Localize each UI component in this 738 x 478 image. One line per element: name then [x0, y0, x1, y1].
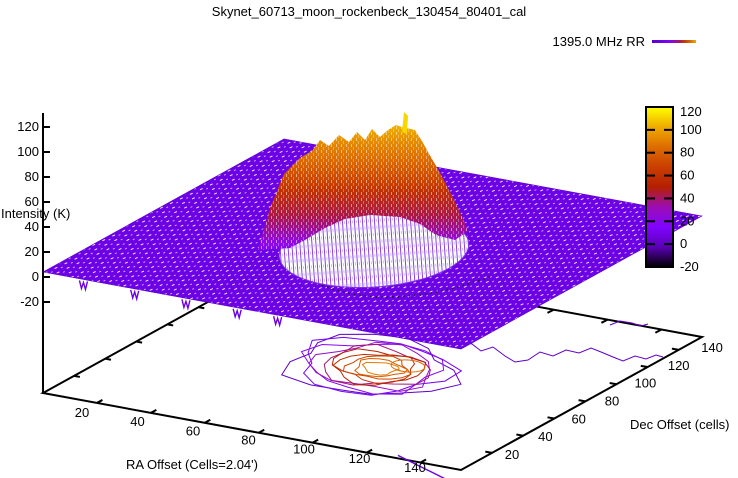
- svg-text:60: 60: [25, 194, 39, 209]
- tick-labels: 20 40 60 80 100 120 140 20 40 60 80 100 120 140 -20 0 20…: [17, 119, 723, 475]
- svg-text:100: 100: [635, 376, 657, 391]
- svg-text:-20: -20: [20, 294, 39, 309]
- colorbar: 120 100 80 60 40 20 0 -20: [645, 104, 702, 274]
- svg-text:100: 100: [293, 442, 315, 457]
- svg-text:120: 120: [668, 358, 690, 373]
- svg-text:40: 40: [538, 429, 552, 444]
- svg-text:140: 140: [404, 460, 426, 475]
- svg-text:80: 80: [241, 432, 255, 447]
- plot-3d: 20 40 60 80 100 120 140 20 40 60 80 100 120 140 -20 0 20…: [17, 104, 723, 478]
- svg-text:120: 120: [349, 451, 371, 466]
- svg-text:0: 0: [32, 269, 39, 284]
- svg-text:120: 120: [17, 119, 39, 134]
- svg-text:120: 120: [680, 104, 702, 119]
- svg-text:60: 60: [571, 411, 585, 426]
- svg-text:20: 20: [505, 447, 519, 462]
- svg-text:40: 40: [130, 414, 144, 429]
- svg-text:20: 20: [75, 405, 89, 420]
- svg-text:60: 60: [186, 423, 200, 438]
- svg-text:-20: -20: [680, 259, 699, 274]
- legend-label: 1395.0 MHz RR: [552, 34, 645, 49]
- x-axis-label: RA Offset (Cells=2.04'): [126, 457, 258, 472]
- svg-text:20: 20: [680, 213, 694, 228]
- svg-text:0: 0: [680, 236, 687, 251]
- peak-spike: [402, 112, 408, 134]
- y-axis-label: Dec Offset (cells): [630, 417, 730, 432]
- legend-line-sample: [652, 40, 696, 43]
- svg-text:60: 60: [680, 168, 694, 183]
- svg-text:40: 40: [25, 219, 39, 234]
- svg-text:80: 80: [25, 169, 39, 184]
- svg-text:20: 20: [25, 244, 39, 259]
- svg-text:140: 140: [701, 340, 723, 355]
- plot-title: Skynet_60713_moon_rockenbeck_130454_8040…: [211, 4, 527, 19]
- svg-text:80: 80: [605, 393, 619, 408]
- svg-text:100: 100: [680, 122, 702, 137]
- svg-text:80: 80: [680, 145, 694, 160]
- z-axis-label: Intensity (K): [1, 206, 71, 221]
- svg-text:40: 40: [680, 190, 694, 205]
- surface-noise-dips: [78, 280, 445, 478]
- svg-text:100: 100: [17, 144, 39, 159]
